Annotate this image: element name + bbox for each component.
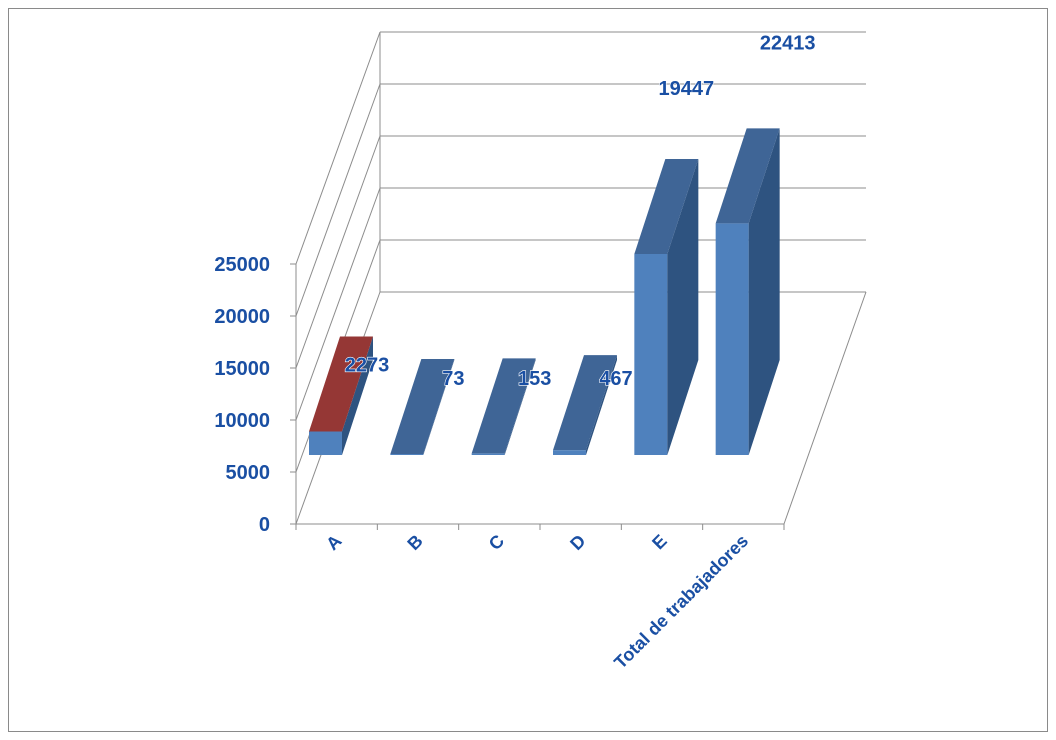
bar-top — [553, 355, 617, 451]
data-label: 153 — [518, 368, 551, 390]
data-label: 22413 — [760, 32, 816, 54]
bar-side — [342, 336, 373, 455]
bar-front — [634, 254, 668, 455]
side-gridline — [295, 83, 381, 317]
y-tick-label: 25000 — [214, 254, 270, 276]
bar-top — [634, 159, 699, 254]
bar-front — [471, 453, 505, 455]
x-tick-label: Total de trabajadores — [610, 531, 752, 673]
y-tick-label: 0 — [259, 514, 270, 536]
data-label: 73 — [442, 368, 464, 390]
bar-side — [504, 358, 536, 455]
bar-front — [390, 454, 424, 455]
y-tick-label: 5000 — [226, 462, 271, 484]
bar-top — [390, 359, 455, 454]
data-label: 467 — [599, 368, 632, 390]
y-tick-label: 10000 — [214, 410, 270, 432]
side-gridline — [295, 135, 381, 369]
x-tick-label: D — [566, 531, 589, 554]
bar-front — [309, 431, 342, 455]
bar-side — [667, 159, 699, 455]
bar-top — [471, 358, 536, 454]
data-label: 19447 — [659, 78, 715, 100]
side-gridline — [295, 187, 381, 421]
x-tick-label: A — [322, 531, 345, 554]
floor-edge — [783, 291, 867, 525]
x-tick-label: B — [403, 531, 426, 554]
x-tick-label: C — [485, 531, 508, 554]
bar-side — [586, 355, 617, 455]
bar-top — [715, 128, 780, 224]
data-label: 2273 — [345, 355, 390, 377]
bar-front — [715, 223, 749, 455]
y-tick-label: 15000 — [214, 358, 270, 380]
side-gridline — [295, 31, 381, 265]
bar-side — [423, 359, 455, 455]
bar-side — [748, 128, 780, 456]
bar-top — [309, 336, 373, 432]
y-tick-label: 20000 — [214, 306, 270, 328]
x-tick-label: E — [648, 531, 671, 554]
bar-front — [553, 450, 586, 455]
